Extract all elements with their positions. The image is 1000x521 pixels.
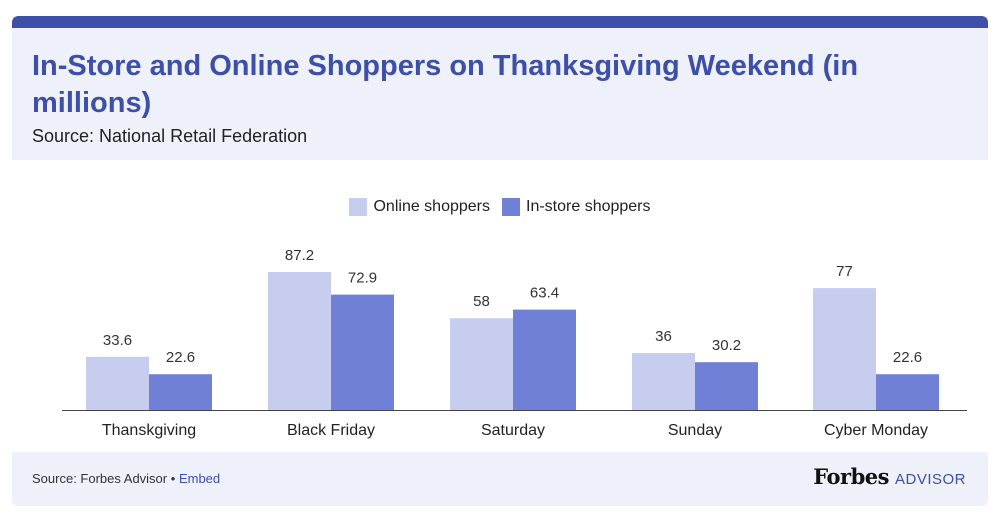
brand-name: Forbes [813, 464, 889, 489]
legend-swatch-online [349, 198, 368, 216]
x-tick-label: Saturday [481, 422, 545, 439]
data-label-online: 33.6 [103, 332, 132, 349]
bar-online [86, 356, 149, 410]
brand-suffix: ADVISOR [894, 471, 966, 488]
chart-title: In-Store and Online Shoppers on Thanksgi… [32, 50, 859, 119]
data-label-instore: 72.9 [348, 270, 377, 287]
accent-bar [12, 16, 988, 28]
x-tick-label: Cyber Monday [824, 422, 928, 439]
data-label-online: 36 [655, 328, 672, 345]
legend-label-instore: In-store shoppers [526, 198, 651, 215]
chart-subtitle: Source: National Retail Federation [32, 126, 308, 146]
legend-label-online: Online shoppers [373, 198, 490, 215]
data-label-online: 58 [473, 293, 490, 310]
bar-instore [149, 374, 212, 410]
footer: Source: Forbes Advisor • Embed Forbes AD… [12, 452, 988, 506]
bar-instore [331, 294, 394, 410]
x-tick-label: Sunday [668, 422, 722, 439]
data-label-instore: 22.6 [893, 349, 922, 366]
data-label-online: 87.2 [285, 247, 314, 264]
bar-online [632, 353, 695, 410]
bar-chart: 33.6 22.6 Thanskgiving 87.2 72.9 Black Friday… [62, 247, 967, 439]
bar-instore [513, 309, 576, 410]
footer-source: Source: Forbes Advisor • Embed [32, 471, 220, 486]
legend-item-instore: In-store shoppers [502, 198, 651, 216]
footer-source-label: Source: Forbes Advisor [32, 471, 168, 486]
data-label-online: 77 [836, 263, 853, 280]
x-tick-label: Black Friday [287, 422, 375, 439]
x-tick-label: Thanskgiving [102, 422, 196, 439]
forbes-advisor-logo: Forbes ADVISOR [813, 464, 966, 489]
bar-online [813, 288, 876, 410]
bar-online [450, 318, 513, 410]
footer-separator: • [170, 471, 176, 486]
chart-card: In-Store and Online Shoppers on Thanksgi… [12, 16, 988, 506]
embed-link[interactable]: Embed [178, 471, 221, 486]
bar-online [268, 271, 331, 410]
data-label-instore: 30.2 [712, 337, 741, 354]
legend: Online shoppers In-store shoppers [12, 196, 988, 218]
legend-swatch-instore [502, 198, 520, 216]
bar-instore [695, 362, 758, 410]
header-panel [12, 28, 988, 160]
data-label-instore: 63.4 [530, 285, 559, 302]
data-label-instore: 22.6 [166, 349, 195, 366]
bar-instore [876, 374, 939, 410]
legend-item-online: Online shoppers [349, 198, 490, 216]
